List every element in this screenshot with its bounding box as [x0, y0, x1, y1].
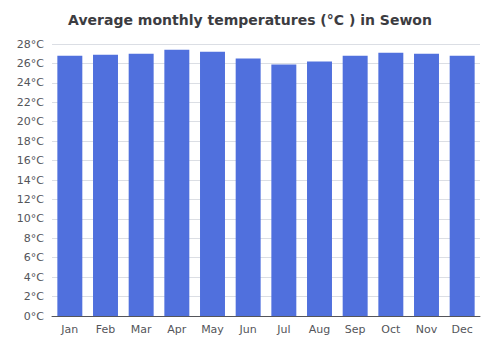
svg-text:2°C: 2°C [24, 290, 44, 303]
svg-text:10°C: 10°C [17, 212, 44, 225]
svg-text:18°C: 18°C [17, 135, 44, 148]
svg-text:Sep: Sep [345, 323, 366, 336]
svg-text:4°C: 4°C [24, 271, 44, 284]
svg-text:20°C: 20°C [17, 115, 44, 128]
svg-text:Jul: Jul [276, 323, 290, 336]
svg-text:26°C: 26°C [17, 57, 44, 70]
svg-text:Oct: Oct [381, 323, 401, 336]
svg-text:0°C: 0°C [24, 310, 44, 323]
svg-text:Feb: Feb [96, 323, 115, 336]
svg-text:Jun: Jun [239, 323, 257, 336]
svg-text:Jan: Jan [60, 323, 78, 336]
svg-text:Mar: Mar [131, 323, 152, 336]
svg-text:Nov: Nov [416, 323, 438, 336]
svg-text:Average monthly temperatures (: Average monthly temperatures (°C ) in Se… [68, 12, 432, 28]
svg-text:28°C: 28°C [17, 38, 44, 51]
svg-text:6°C: 6°C [24, 251, 44, 264]
svg-text:14°C: 14°C [17, 174, 44, 187]
svg-text:May: May [201, 323, 224, 336]
svg-text:Aug: Aug [309, 323, 330, 336]
svg-text:Dec: Dec [452, 323, 473, 336]
svg-text:8°C: 8°C [24, 232, 44, 245]
svg-text:Apr: Apr [167, 323, 187, 336]
svg-text:22°C: 22°C [17, 96, 44, 109]
svg-text:24°C: 24°C [17, 76, 44, 89]
svg-text:16°C: 16°C [17, 154, 44, 167]
svg-text:12°C: 12°C [17, 193, 44, 206]
